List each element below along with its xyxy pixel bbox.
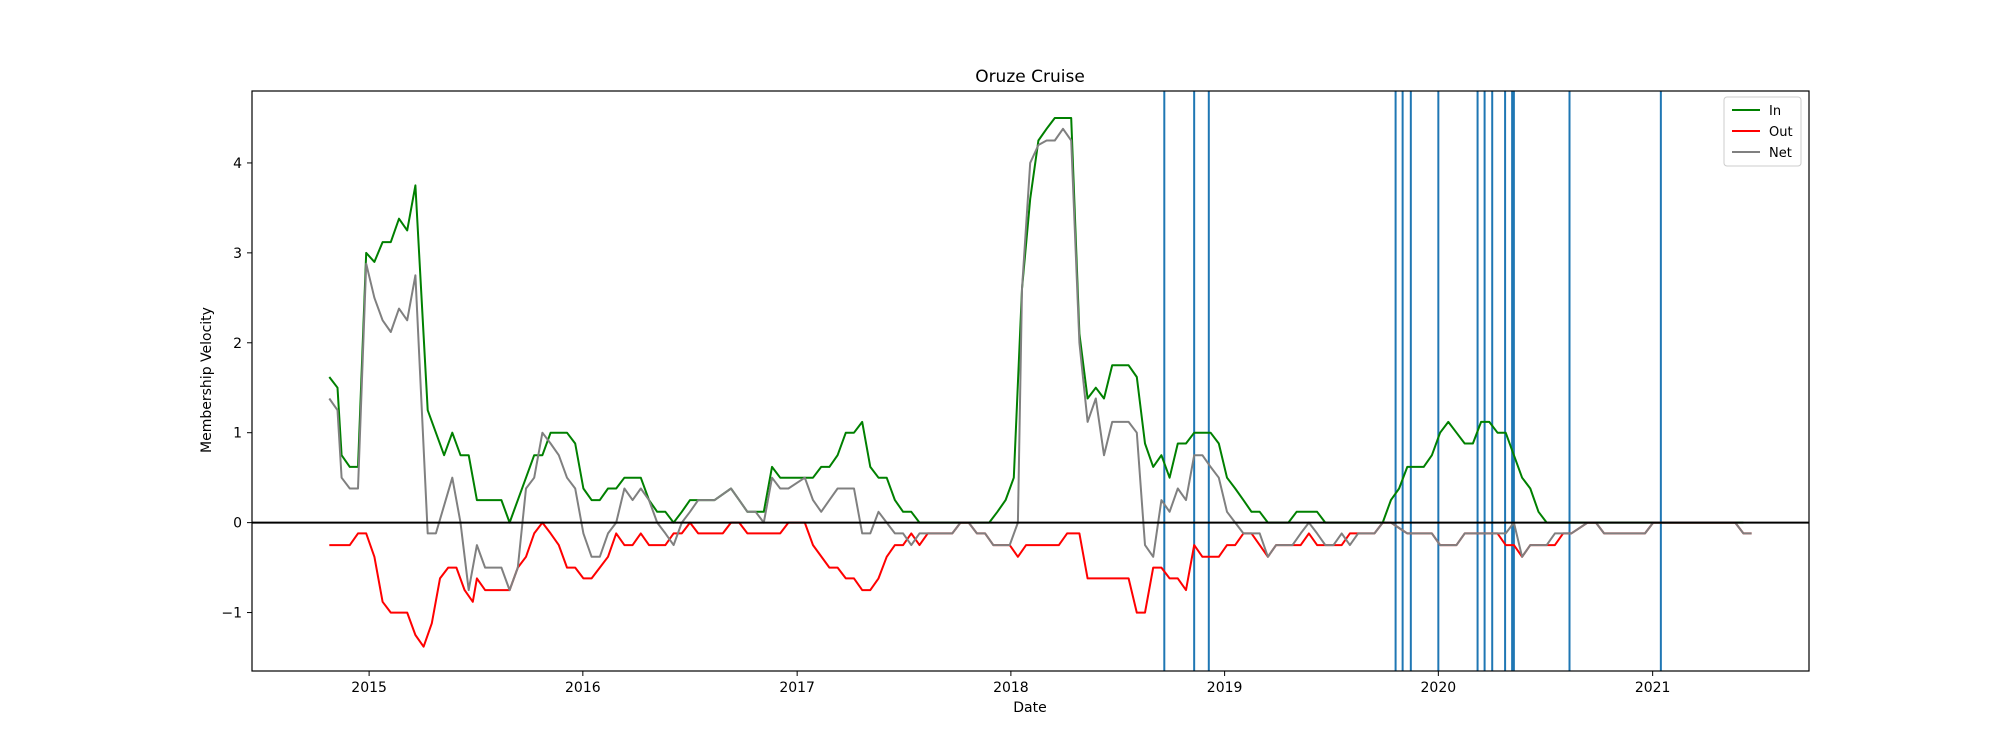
- plot-area: 2015 2016 2017 2018 2019 2020 2021 −1 0 1 2 3 4 In Out…: [221, 90, 1810, 696]
- legend-label-net: Net: [1769, 146, 1792, 161]
- y-tick-label-0: 0: [233, 516, 242, 532]
- legend-label-out: Out: [1769, 125, 1793, 140]
- legend-label-in: In: [1769, 104, 1781, 119]
- x-axis-label: Date: [1013, 700, 1046, 716]
- x-tick-label-2021: 2021: [1635, 680, 1671, 696]
- series-line-net: [328, 127, 1752, 592]
- y-tick-label-3: 3: [233, 246, 242, 262]
- x-tick-label-2015: 2015: [351, 680, 387, 696]
- series-line-in: [328, 117, 1744, 524]
- x-tick-label-2018: 2018: [993, 680, 1029, 696]
- plot-contents: [252, 91, 1809, 671]
- y-axis-label: Membership Velocity: [199, 307, 215, 453]
- chart-title: Oruze Cruise: [975, 67, 1085, 87]
- legend: In Out Net: [1723, 96, 1802, 167]
- y-tick-label-1: 1: [233, 426, 242, 442]
- y-tick-label-4: 4: [233, 156, 242, 172]
- x-tick-label-2017: 2017: [779, 680, 815, 696]
- x-tick-label-2016: 2016: [565, 680, 601, 696]
- x-tick-label-2020: 2020: [1421, 680, 1457, 696]
- y-tick-label--1: −1: [221, 606, 242, 622]
- plot-frame: [251, 90, 1810, 672]
- y-tick-label-2: 2: [233, 336, 242, 352]
- legend-box: [1723, 96, 1802, 167]
- x-tick-label-2019: 2019: [1207, 680, 1243, 696]
